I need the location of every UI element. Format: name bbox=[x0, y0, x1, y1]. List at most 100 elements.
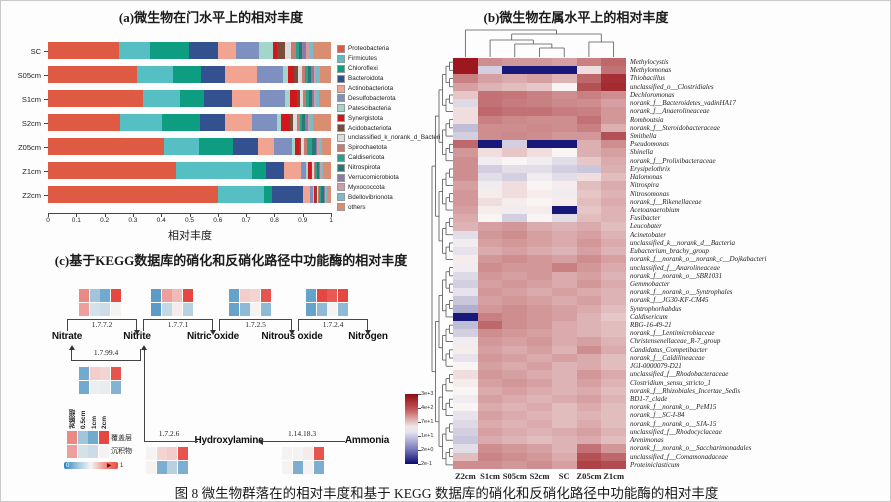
bar-segment bbox=[310, 186, 313, 203]
heatmap-row-label: Methylomonas bbox=[630, 66, 672, 75]
heatmap-cell bbox=[551, 115, 577, 124]
bar-segment bbox=[320, 162, 322, 179]
pathway-node: Nitric oxide bbox=[186, 331, 240, 342]
y-tick bbox=[44, 98, 48, 100]
mini-heatmap-cell bbox=[337, 302, 348, 316]
bar-segment bbox=[300, 138, 304, 155]
heatmap-cell bbox=[527, 99, 552, 108]
heatmap-cell bbox=[551, 444, 577, 453]
bar-segment bbox=[318, 90, 331, 107]
heatmap-cell bbox=[502, 411, 528, 420]
heatmap-cell bbox=[453, 312, 478, 321]
heatmap-cell bbox=[527, 107, 552, 116]
enzyme-ec-label: 1.14.18.3 bbox=[287, 429, 317, 438]
heatmap-cell bbox=[453, 238, 478, 248]
heatmap-row-label: unclassified_k__norank_d__Bacteria bbox=[630, 238, 735, 247]
heatmap-cell bbox=[477, 353, 503, 363]
heatmap-cell bbox=[453, 90, 478, 100]
mini-heatmap-cell bbox=[79, 367, 90, 381]
pathway-node: Nitrogen bbox=[348, 331, 388, 342]
heatmap-cell bbox=[477, 321, 503, 330]
heatmap-cell bbox=[477, 263, 503, 272]
heatmap-cell bbox=[453, 107, 478, 116]
heatmap-cell bbox=[477, 362, 503, 371]
y-tick bbox=[44, 122, 48, 124]
enzyme-bracket: 1.7.7.1 bbox=[143, 319, 216, 335]
heatmap-column-label: Z1cm bbox=[603, 471, 625, 481]
bar-segment bbox=[315, 186, 317, 203]
bar-segment bbox=[315, 162, 317, 179]
heatmap-cell bbox=[601, 189, 626, 198]
heatmap-cell bbox=[551, 230, 577, 239]
bar-category-label: S1cm bbox=[21, 94, 41, 104]
heatmap-cell bbox=[502, 123, 528, 132]
heatmap-cell bbox=[551, 74, 577, 83]
enzyme-mini-heatmap bbox=[151, 289, 193, 316]
heatmap-cell bbox=[601, 74, 626, 83]
heatmap-cell bbox=[453, 123, 478, 132]
heatmap-cell bbox=[527, 329, 552, 338]
legend-label: Nitrospirota bbox=[348, 164, 381, 172]
enzyme-ec-label: 1.7.99.4 bbox=[93, 348, 119, 357]
legend-item: unclassified_k_norank_d_Bacteri bbox=[337, 133, 443, 143]
mini-heatmap-cell bbox=[161, 289, 172, 303]
x-tick bbox=[76, 214, 78, 217]
legend-label: Desulfobacterota bbox=[348, 94, 396, 102]
legend-item: Proteobacteria bbox=[337, 44, 443, 54]
y-tick bbox=[44, 74, 48, 76]
legend-swatch bbox=[337, 94, 345, 103]
heatmap-cell bbox=[551, 279, 577, 289]
heatmap-cell bbox=[477, 255, 503, 264]
stacked-bar bbox=[48, 66, 331, 83]
heatmap-cell bbox=[502, 321, 528, 330]
heatmap-cell bbox=[477, 436, 503, 445]
heatmap-cell bbox=[453, 288, 478, 297]
heatmap-cell bbox=[453, 247, 478, 256]
mini-heatmap-cell bbox=[77, 444, 88, 458]
heatmap-cell bbox=[502, 115, 528, 124]
mini-heatmap-cell bbox=[79, 380, 90, 394]
heatmap-row-label: norank_f__Bacteroidetes_vadinHA17 bbox=[630, 99, 736, 108]
x-tick bbox=[48, 214, 49, 217]
x-tick bbox=[274, 214, 276, 217]
legend-label: Acidobacteriota bbox=[348, 124, 392, 132]
heatmap-cell bbox=[527, 222, 552, 231]
heatmap-cell bbox=[601, 197, 626, 206]
pathway-connector-line bbox=[263, 441, 345, 442]
heatmap-cell bbox=[551, 370, 577, 379]
mini-heatmap-cell bbox=[156, 447, 167, 461]
bar-segment bbox=[292, 114, 297, 131]
heatmap-row-label: Syntrophorhabdus bbox=[630, 304, 682, 313]
heatmap-cell bbox=[601, 444, 626, 453]
heatmap-cell bbox=[502, 296, 528, 305]
bar-segment bbox=[287, 66, 295, 83]
heatmap-cell bbox=[477, 173, 503, 182]
heatmap-cell bbox=[576, 247, 602, 256]
heatmap-cell bbox=[576, 131, 602, 141]
legend-item: Chloroflexi bbox=[337, 64, 443, 74]
heatmap-cell bbox=[576, 436, 602, 445]
bar-segment bbox=[299, 114, 303, 131]
heatmap-cell bbox=[576, 370, 602, 379]
bar-segment bbox=[315, 138, 318, 155]
heatmap-cell bbox=[453, 66, 478, 75]
heatmap-cell bbox=[601, 222, 626, 231]
bar-segment bbox=[303, 90, 307, 107]
x-tick bbox=[161, 214, 163, 217]
heatmap-row-label: unclassified_f__Rhodocyclaceae bbox=[630, 427, 722, 436]
bar-segment bbox=[257, 138, 275, 155]
heatmap-cell bbox=[502, 99, 528, 108]
bar-segment bbox=[225, 114, 252, 131]
heatmap-cell bbox=[477, 230, 503, 239]
enzyme-mini-heatmap bbox=[306, 289, 348, 316]
gradient-max-label: 1 bbox=[120, 462, 124, 469]
bar-segment bbox=[318, 138, 322, 155]
mini-heatmap-cell bbox=[239, 289, 250, 303]
heatmap-cell bbox=[551, 353, 577, 363]
bar-segment bbox=[48, 162, 176, 179]
mini-heatmap-cell bbox=[337, 289, 348, 303]
bar-segment bbox=[289, 90, 297, 107]
heatmap-cell bbox=[502, 403, 528, 412]
stacked-bar bbox=[48, 162, 331, 179]
legend-label: Patescibacteria bbox=[348, 104, 392, 112]
